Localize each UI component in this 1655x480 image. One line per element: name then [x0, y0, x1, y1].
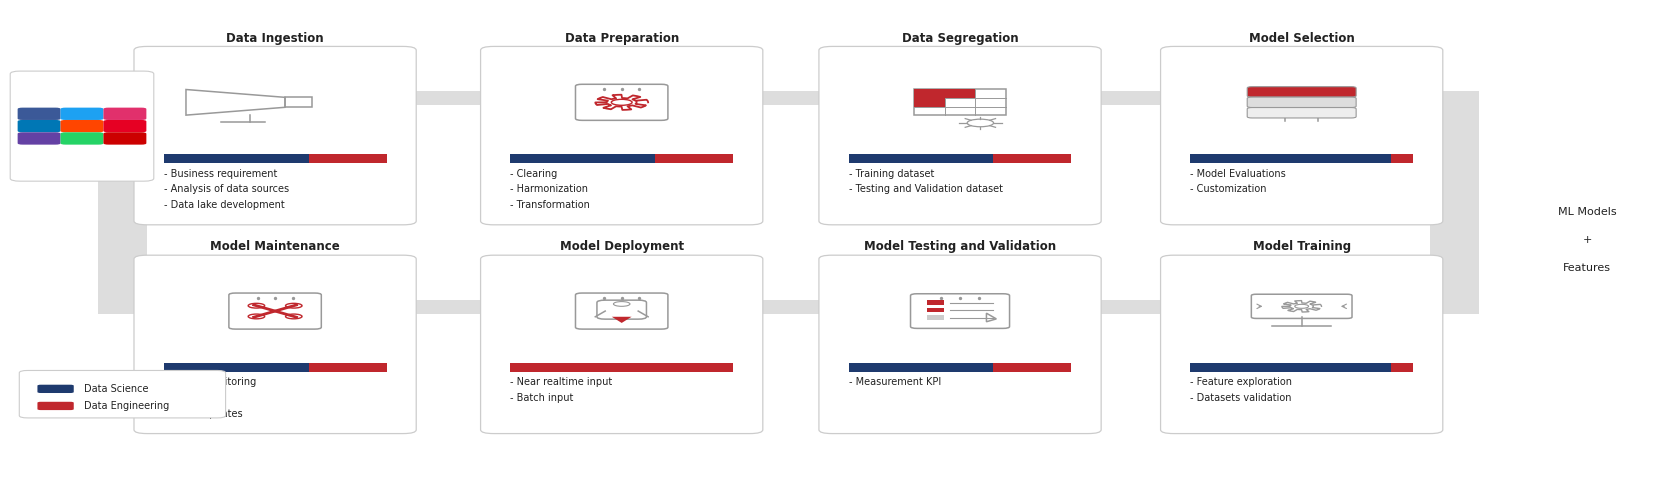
FancyBboxPatch shape — [103, 108, 146, 120]
Bar — [914, 89, 1006, 115]
Bar — [847, 155, 993, 163]
Bar — [993, 155, 1071, 163]
FancyBboxPatch shape — [38, 384, 74, 393]
Text: +: + — [1582, 235, 1590, 245]
Bar — [655, 155, 733, 163]
Bar — [1087, 300, 1173, 314]
Bar — [164, 155, 308, 163]
Bar — [402, 91, 493, 105]
Text: - Datasets validation: - Datasets validation — [1190, 393, 1291, 403]
FancyBboxPatch shape — [18, 108, 61, 120]
Text: Data Segregation: Data Segregation — [902, 32, 1018, 45]
Bar — [914, 98, 943, 107]
Bar — [1190, 363, 1390, 372]
FancyBboxPatch shape — [819, 47, 1101, 225]
Text: Model Testing and Validation: Model Testing and Validation — [864, 240, 1056, 253]
Bar — [1428, 91, 1478, 105]
Text: Data Ingestion: Data Ingestion — [227, 32, 324, 45]
FancyBboxPatch shape — [1246, 87, 1355, 97]
Text: Data Engineering: Data Engineering — [84, 401, 169, 411]
Bar — [847, 363, 993, 372]
Text: Model Training: Model Training — [1251, 240, 1350, 253]
Text: - Batch input: - Batch input — [510, 393, 573, 403]
Text: - Harmonization: - Harmonization — [510, 184, 588, 194]
FancyBboxPatch shape — [1246, 108, 1355, 118]
Text: - Measurement KPI: - Measurement KPI — [847, 377, 940, 387]
FancyBboxPatch shape — [10, 71, 154, 181]
Bar — [164, 363, 308, 372]
Text: - Testing and Validation dataset: - Testing and Validation dataset — [847, 184, 1001, 194]
Bar — [1190, 155, 1390, 163]
Text: ML Models: ML Models — [1557, 206, 1615, 216]
Text: - Feature exploration: - Feature exploration — [1190, 377, 1291, 387]
Bar — [927, 300, 943, 305]
FancyBboxPatch shape — [38, 402, 74, 410]
Text: Model Deployment: Model Deployment — [559, 240, 684, 253]
Text: - Model Evaluations: - Model Evaluations — [1190, 168, 1286, 179]
Bar — [993, 363, 1071, 372]
Text: - Business requirement: - Business requirement — [164, 168, 276, 179]
Bar — [914, 89, 943, 98]
Bar — [1390, 155, 1412, 163]
Bar — [750, 300, 831, 314]
Text: Data Preparation: Data Preparation — [564, 32, 679, 45]
FancyBboxPatch shape — [61, 108, 103, 120]
Polygon shape — [611, 317, 631, 323]
FancyBboxPatch shape — [819, 255, 1101, 433]
FancyBboxPatch shape — [18, 120, 61, 132]
Bar — [1428, 300, 1478, 314]
Bar — [308, 155, 386, 163]
Text: - Model updates: - Model updates — [164, 408, 242, 419]
Bar — [98, 98, 147, 307]
Text: - Clearing: - Clearing — [510, 168, 558, 179]
Bar — [308, 363, 386, 372]
Bar — [750, 91, 831, 105]
Text: - Transformation: - Transformation — [510, 200, 589, 210]
FancyBboxPatch shape — [134, 47, 415, 225]
FancyBboxPatch shape — [61, 120, 103, 132]
Text: Model Selection: Model Selection — [1248, 32, 1354, 45]
FancyBboxPatch shape — [480, 255, 763, 433]
FancyBboxPatch shape — [1160, 255, 1442, 433]
FancyBboxPatch shape — [20, 371, 225, 418]
Bar — [98, 300, 147, 314]
Bar — [98, 91, 147, 105]
Bar — [927, 308, 943, 312]
Bar — [1087, 91, 1173, 105]
FancyBboxPatch shape — [1246, 97, 1355, 108]
Bar — [943, 89, 975, 98]
Bar — [510, 155, 655, 163]
Text: - Data lake development: - Data lake development — [164, 200, 285, 210]
FancyBboxPatch shape — [480, 47, 763, 225]
Text: Features: Features — [1562, 264, 1610, 274]
Text: - Model drift: - Model drift — [164, 393, 222, 403]
FancyBboxPatch shape — [134, 255, 415, 433]
Bar — [1390, 363, 1412, 372]
Text: - Model monitoring: - Model monitoring — [164, 377, 257, 387]
Bar — [402, 300, 493, 314]
Text: - Training dataset: - Training dataset — [847, 168, 933, 179]
Bar — [1428, 98, 1478, 307]
Text: - Near realtime input: - Near realtime input — [510, 377, 612, 387]
Text: - Customization: - Customization — [1190, 184, 1266, 194]
Bar — [510, 363, 733, 372]
Text: - Analysis of data sources: - Analysis of data sources — [164, 184, 288, 194]
FancyBboxPatch shape — [18, 132, 61, 144]
FancyBboxPatch shape — [103, 120, 146, 132]
Text: Data Science: Data Science — [84, 384, 147, 394]
Text: Model Maintenance: Model Maintenance — [210, 240, 339, 253]
FancyBboxPatch shape — [1160, 47, 1442, 225]
FancyBboxPatch shape — [61, 132, 103, 144]
Bar — [927, 315, 943, 320]
FancyBboxPatch shape — [103, 132, 146, 144]
